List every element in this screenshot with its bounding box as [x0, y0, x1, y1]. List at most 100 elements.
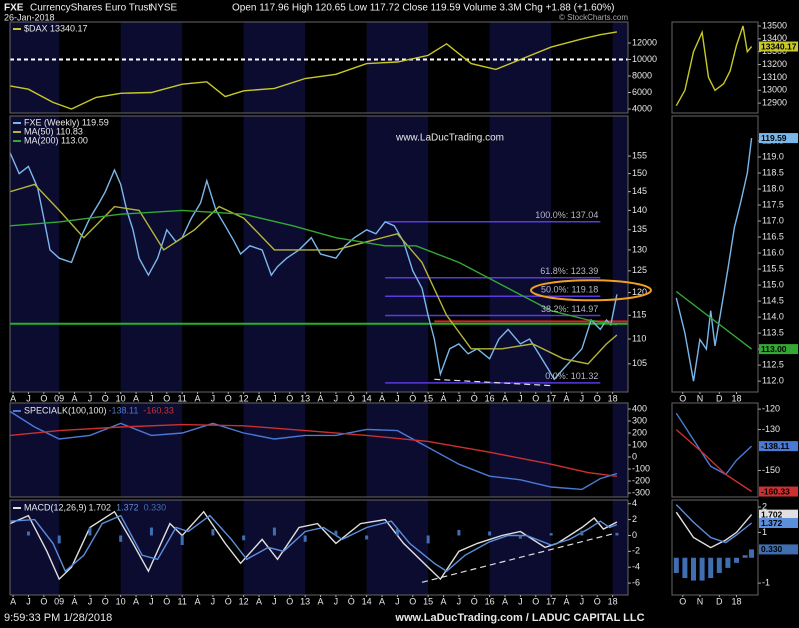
- x-tick-label: J: [518, 596, 523, 606]
- histogram-bar: [88, 527, 92, 536]
- panel-frame: [671, 499, 759, 596]
- x-tick-label: O: [471, 393, 478, 403]
- y-tick-label: 0: [632, 530, 637, 540]
- legend-title: MACD(12,26,9): [24, 502, 87, 512]
- y-tick-label: 4000: [632, 103, 652, 113]
- y-tick-label: 150: [632, 168, 647, 178]
- value-tag-label: 119.59: [761, 133, 787, 143]
- legend-entry: -138.11: [109, 405, 139, 415]
- y-tick-label: 100: [632, 439, 647, 449]
- x-tick-label: A: [133, 393, 139, 403]
- symbol: FXE: [4, 3, 24, 14]
- x-tick-label: J: [211, 393, 216, 403]
- x-tick-label: J: [272, 596, 277, 606]
- y-tick-label: 13500: [762, 20, 787, 30]
- histogram-bar: [365, 535, 369, 540]
- legend-entry: 1.702: [89, 502, 112, 512]
- y-tick-label: 114.5: [762, 295, 784, 305]
- x-tick-label: O: [348, 596, 355, 606]
- legend-entry: $DAX 13340.17: [24, 23, 88, 33]
- x-tick-label: 10: [116, 393, 126, 403]
- series-line: [675, 511, 753, 549]
- fib-label: 0.0%: 101.32: [545, 371, 598, 381]
- series-line: [10, 209, 618, 326]
- y-tick-label: 125: [632, 265, 647, 275]
- y-tick-label: 155: [632, 150, 647, 160]
- year-band: [10, 403, 60, 497]
- y-tick-label: -6: [632, 577, 640, 587]
- x-tick-label: A: [195, 393, 201, 403]
- year-band: [120, 500, 183, 595]
- x-tick-label: 11: [178, 393, 187, 403]
- x-tick-label: O: [679, 596, 686, 606]
- x-tick-label: 13: [300, 393, 310, 403]
- x-tick-label: A: [502, 393, 508, 403]
- x-tick-label: J: [334, 393, 339, 403]
- x-tick-label: 12: [239, 596, 249, 606]
- x-tick-label: O: [225, 596, 232, 606]
- legend-entry: FXE (Weekly) 119.59: [24, 117, 109, 127]
- histogram-bar: [749, 549, 755, 558]
- x-tick-label: A: [563, 393, 569, 403]
- x-tick-label: N: [697, 393, 704, 403]
- histogram-bar: [426, 535, 430, 544]
- legend-title: SPECIALK(100,100): [24, 405, 107, 415]
- year-band: [10, 116, 60, 392]
- x-tick-label: 16: [485, 393, 495, 403]
- x-tick-label: 17: [546, 596, 556, 606]
- x-tick-label: 18: [608, 596, 618, 606]
- x-tick-label: A: [379, 393, 385, 403]
- x-tick-label: O: [40, 393, 47, 403]
- x-tick-label: A: [318, 393, 324, 403]
- y-tick-label: 117.5: [762, 199, 784, 209]
- x-tick-label: A: [441, 393, 447, 403]
- y-tick-label: 115.0: [762, 279, 784, 289]
- y-tick-label: 13000: [762, 85, 787, 95]
- panel: [10, 116, 628, 392]
- year-band: [612, 500, 628, 595]
- watermark: www.LaDucTrading.com: [395, 133, 504, 144]
- x-tick-label: O: [471, 596, 478, 606]
- x-tick-label: O: [163, 596, 170, 606]
- fib-label: 38.2%: 114.97: [541, 304, 598, 314]
- histogram-bar: [119, 535, 123, 542]
- x-tick-label: A: [195, 596, 201, 606]
- y-tick-label: 116.5: [762, 231, 784, 241]
- x-tick-label: A: [502, 596, 508, 606]
- y-tick-label: 105: [632, 358, 647, 368]
- y-tick-label: 119.0: [762, 151, 784, 161]
- legend-entry: 1.372: [116, 502, 139, 512]
- x-tick-label: J: [457, 393, 462, 403]
- panel-frame: [671, 115, 759, 393]
- x-tick-label: O: [102, 596, 109, 606]
- histogram-bar: [699, 557, 705, 581]
- y-tick-label: 130: [632, 244, 647, 254]
- series-line: [675, 25, 753, 107]
- x-tick-label: J: [26, 596, 31, 606]
- y-tick-label: 8000: [632, 70, 652, 80]
- y-tick-label: 110: [632, 333, 646, 343]
- x-tick-label: 18: [731, 596, 741, 606]
- x-tick-label: 11: [178, 596, 187, 606]
- year-band: [612, 403, 628, 497]
- x-tick-label: J: [26, 393, 31, 403]
- credit: www.LaDucTrading.com / LADUC CAPITAL LLC: [394, 612, 644, 624]
- value-tag-label: 1.702: [761, 509, 783, 519]
- series-line: [675, 412, 753, 476]
- series-line: [10, 410, 618, 491]
- x-tick-label: O: [286, 393, 293, 403]
- histogram-bar: [716, 557, 722, 573]
- year-band: [243, 116, 306, 392]
- panel: [10, 22, 628, 113]
- legend-entry: MA(200) 113.00: [24, 135, 88, 145]
- series-line: [10, 152, 618, 381]
- histogram-bar: [211, 529, 215, 536]
- x-tick-label: 10: [116, 596, 126, 606]
- histogram-bar: [742, 555, 748, 558]
- histogram-bar: [57, 535, 61, 544]
- histogram-bar: [682, 557, 688, 579]
- x-tick-label: A: [441, 596, 447, 606]
- x-tick-label: J: [580, 596, 585, 606]
- histogram-bar: [549, 533, 553, 536]
